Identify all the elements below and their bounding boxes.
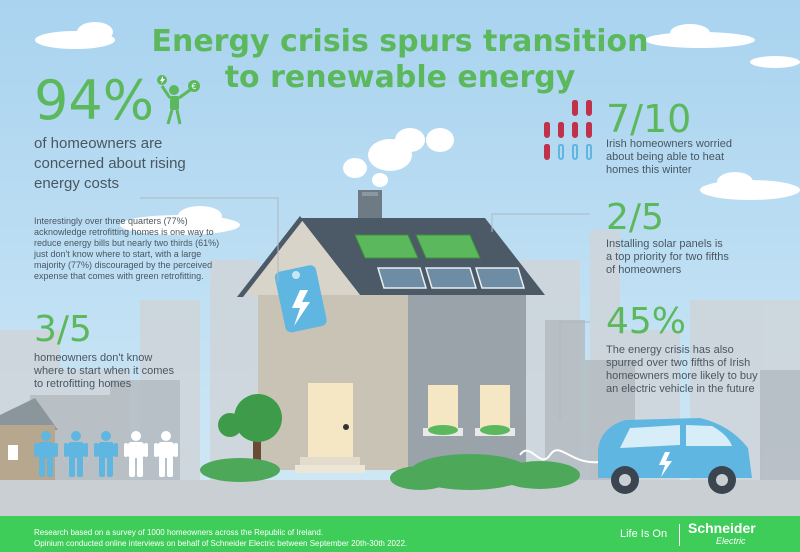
background-scene bbox=[0, 22, 800, 516]
stat-94-line-1: of homeowners are bbox=[34, 135, 163, 152]
stat-3-5-caption: homeowners don't know where to start whe… bbox=[34, 352, 174, 391]
stat-94-line-3: energy costs bbox=[34, 175, 120, 192]
stat-2-5-line-3: of homeowners bbox=[606, 264, 682, 276]
footer-note-line-1: Research based on a survey of 1000 homeo… bbox=[34, 528, 324, 537]
title-line-1: Energy crisis spurs transition bbox=[151, 24, 649, 59]
stat-45-line-1: The energy crisis has also bbox=[606, 344, 734, 356]
thermometer-icon bbox=[572, 122, 578, 138]
stat-45-value: 45% bbox=[606, 301, 687, 342]
page-title: Energy crisis spurs transition to renewa… bbox=[0, 24, 800, 96]
electric-car bbox=[519, 418, 752, 494]
note-line-3: reduce energy bills but nearly two third… bbox=[34, 238, 220, 248]
brand-sub: Electric bbox=[716, 536, 746, 546]
connector-lines bbox=[140, 197, 590, 420]
note-paragraph: Interestingly over three quarters (77%) … bbox=[34, 216, 274, 282]
footer-note: Research based on a survey of 1000 homeo… bbox=[34, 527, 407, 549]
stat-2-5-line-1: Installing solar panels is bbox=[606, 238, 723, 250]
lightning-icon bbox=[160, 76, 165, 84]
stat-2-5-caption: Installing solar panels is a top priorit… bbox=[606, 238, 729, 277]
euro-icon bbox=[188, 80, 200, 92]
note-line-6: expense that comes with green retrofitti… bbox=[34, 271, 204, 281]
main-house bbox=[237, 190, 545, 473]
thermometer-icon bbox=[572, 100, 578, 116]
bushes bbox=[390, 454, 580, 490]
stat-7-10-line-1: Irish homeowners worried bbox=[606, 138, 732, 150]
footer-tagline: Life Is On bbox=[620, 528, 668, 540]
stat-7-10-line-2: about being able to heat bbox=[606, 151, 725, 163]
stat-7-10-line-3: homes this winter bbox=[606, 164, 692, 176]
person-icon bbox=[154, 431, 178, 477]
stat-3-5-line-3: to retrofitting homes bbox=[34, 378, 132, 390]
thermometer-icon bbox=[586, 100, 592, 116]
note-line-1: Interestingly over three quarters (77%) bbox=[34, 216, 188, 226]
stat-3-5-value: 3/5 bbox=[34, 309, 92, 350]
stat-94-line-2: concerned about rising bbox=[34, 155, 186, 172]
title-line-2: to renewable energy bbox=[224, 60, 576, 95]
stat-45-line-3: homeowners more likely to buy bbox=[606, 370, 758, 382]
stat-3-5-line-2: where to start when it comes bbox=[34, 365, 175, 377]
stat-7-10-value: 7/10 bbox=[606, 97, 692, 141]
brand-name: Schneider bbox=[688, 520, 756, 536]
stat-7-10-caption: Irish homeowners worried about being abl… bbox=[606, 138, 732, 177]
thermometer-grid bbox=[544, 100, 604, 170]
thermometer-icon bbox=[558, 144, 564, 160]
note-line-4: just don't know where to start, with a l… bbox=[34, 249, 202, 259]
person-icon bbox=[124, 431, 148, 477]
stat-45-caption: The energy crisis has also spurred over … bbox=[606, 344, 758, 396]
footer-divider bbox=[679, 524, 680, 546]
thermometer-icon bbox=[586, 144, 592, 160]
person-money-icon: € bbox=[157, 75, 200, 125]
footer: Research based on a survey of 1000 homeo… bbox=[0, 516, 800, 552]
person-icon bbox=[64, 431, 88, 477]
note-line-5: majority (77%) discouraged by the percei… bbox=[34, 260, 213, 270]
stat-94-caption: of homeowners are concerned about rising… bbox=[34, 134, 186, 194]
stat-2-5-value: 2/5 bbox=[606, 197, 664, 238]
stat-45-line-4: an electric vehicle in the future bbox=[606, 383, 755, 395]
thermometer-icon bbox=[544, 144, 550, 160]
footer-note-line-2: Opinium conducted online interviews on b… bbox=[34, 539, 408, 548]
thermometer-icon bbox=[586, 122, 592, 138]
brand-logo: Schneider Electric bbox=[688, 520, 756, 547]
thermometer-icon bbox=[572, 144, 578, 160]
clouds bbox=[35, 22, 800, 235]
tree bbox=[200, 394, 282, 482]
stat-94-value: 94% bbox=[34, 69, 155, 132]
svg-text:€: € bbox=[191, 82, 196, 91]
person-icon bbox=[34, 431, 58, 477]
people-icons bbox=[34, 430, 194, 480]
note-line-2: acknowledge retrofitting homes is one wa… bbox=[34, 227, 214, 237]
person-icon bbox=[94, 431, 118, 477]
thermometer-icon bbox=[544, 122, 550, 138]
thermometer-icon bbox=[558, 122, 564, 138]
stat-45-line-2: spurred over two fifths of Irish bbox=[606, 357, 751, 369]
stat-2-5-line-2: a top priority for two fifths bbox=[606, 251, 729, 263]
stat-3-5-line-1: homeowners don't know bbox=[34, 352, 153, 364]
